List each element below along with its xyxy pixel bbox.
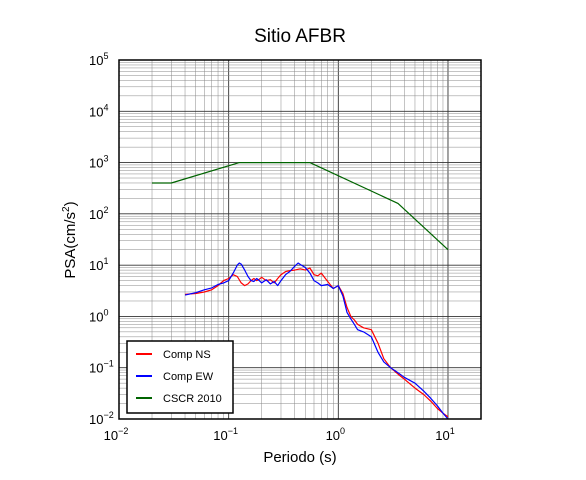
legend-label-ns: Comp NS [163,349,211,361]
y-tick-exponent: 1 [103,256,108,266]
y-axis-label-base: PSA(cm/s [62,212,79,279]
y-tick-exponent: −1 [103,359,113,369]
x-tick-label: 10−1 [213,426,238,443]
y-tick-label: 10−1 [89,359,114,376]
x-tick-exponent: 1 [450,426,455,436]
chart-title: Sitio AFBR [254,26,346,47]
y-axis-label: PSA(cm/s2) [61,201,79,278]
y-axis-label-end: ) [62,201,79,206]
y-axis-label-sup: 2 [61,206,72,212]
x-tick-label: 10−2 [104,426,129,443]
plot-frame [118,59,482,420]
y-tick-label: 103 [89,154,108,171]
legend-label-ew: Comp EW [163,371,214,383]
y-tick-exponent: 3 [103,154,108,164]
y-tick-label: 10−2 [89,410,114,427]
y-tick-label: 105 [89,51,108,68]
series-lines [152,162,449,420]
series-line-ns [184,267,449,418]
x-tick-exponent: −1 [228,426,238,436]
series-line-cscr [152,162,449,251]
x-tick-label: 100 [326,426,345,443]
series-line-ew [184,262,449,420]
x-tick-exponent: −2 [118,426,128,436]
x-tick-label: 101 [435,426,454,443]
x-tick-exponent: 0 [340,426,345,436]
y-tick-label: 101 [89,256,108,273]
y-tick-exponent: 0 [103,307,108,317]
y-tick-exponent: −2 [103,410,113,420]
x-axis-label: Periodo (s) [263,449,336,466]
y-tick-label: 100 [89,307,108,324]
legend-label-cscr: CSCR 2010 [163,393,222,405]
y-tick-label: 102 [89,205,108,222]
y-tick-exponent: 2 [103,205,108,215]
y-tick-exponent: 4 [103,102,108,112]
y-tick-exponent: 5 [103,51,108,61]
y-tick-label: 104 [89,102,108,119]
legend: Comp NS Comp EW CSCR 2010 [126,340,234,414]
